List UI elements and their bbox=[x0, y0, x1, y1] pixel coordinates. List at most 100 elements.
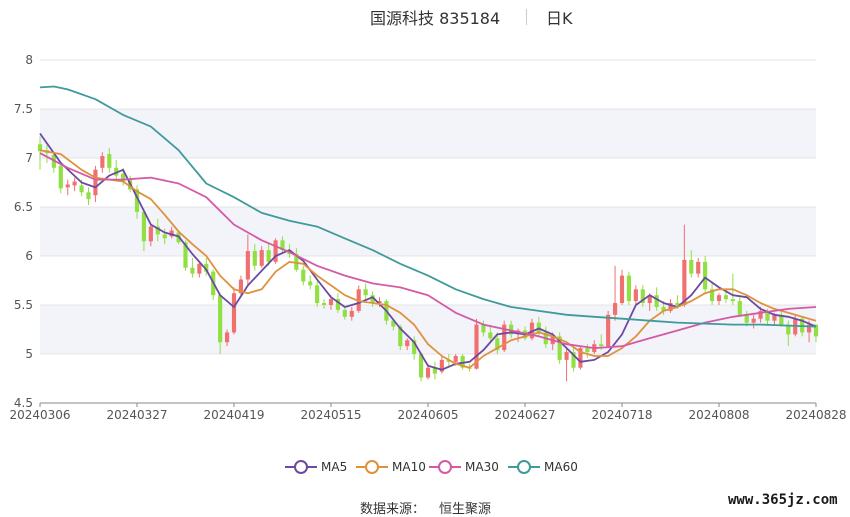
candle-body bbox=[252, 251, 257, 266]
candle-body bbox=[204, 263, 209, 272]
candle-body bbox=[342, 309, 347, 317]
x-tick-label: 20240306 bbox=[9, 408, 70, 422]
x-tick-label: 20240327 bbox=[106, 408, 167, 422]
candle-body bbox=[744, 314, 749, 323]
candle-body bbox=[86, 192, 91, 200]
chart-title: 国源科技 835184 bbox=[370, 9, 501, 28]
legend-marker-icon bbox=[429, 460, 461, 474]
period-label: 日K bbox=[546, 9, 573, 28]
candle-body bbox=[370, 295, 375, 304]
candle-body bbox=[474, 324, 479, 369]
candle-body bbox=[612, 303, 618, 315]
source-name: 恒生聚源 bbox=[439, 502, 492, 517]
candle-body bbox=[723, 295, 729, 300]
candle-body bbox=[169, 230, 174, 237]
candle-body bbox=[696, 261, 701, 274]
legend-item-ma5[interactable]: MA5 bbox=[285, 458, 347, 476]
y-tick-label: 4.5 bbox=[14, 396, 33, 410]
candle-body bbox=[259, 250, 264, 266]
candle-body bbox=[294, 254, 299, 270]
legend-marker-icon bbox=[356, 460, 388, 474]
legend-marker-icon bbox=[285, 460, 317, 474]
candle-body bbox=[779, 314, 784, 325]
candle-body bbox=[134, 189, 140, 212]
candle-body bbox=[758, 310, 763, 319]
x-tick-label: 20240627 bbox=[494, 408, 555, 422]
candle-body bbox=[391, 320, 396, 327]
ma-line-ma60 bbox=[39, 85, 817, 328]
legend-item-ma60[interactable]: MA60 bbox=[508, 458, 578, 476]
candle-body bbox=[245, 251, 250, 280]
candle-body bbox=[121, 173, 126, 182]
candle-body bbox=[363, 289, 368, 296]
ma-line-ma5 bbox=[39, 132, 817, 371]
candle-body bbox=[703, 261, 708, 290]
candle-body bbox=[626, 275, 632, 302]
x-tick-label: 20240718 bbox=[591, 408, 652, 422]
candle-body bbox=[654, 295, 659, 307]
candle-body bbox=[709, 289, 715, 302]
candle-body bbox=[606, 314, 611, 347]
ma-line-ma30 bbox=[39, 152, 817, 349]
candle-body bbox=[273, 240, 278, 262]
candle-body bbox=[716, 295, 722, 302]
candle-body bbox=[65, 184, 70, 188]
candle-body bbox=[751, 318, 756, 323]
candle-body bbox=[79, 185, 84, 193]
candle-body bbox=[356, 289, 361, 311]
candle-body bbox=[772, 314, 777, 321]
candle-body bbox=[162, 234, 167, 239]
candle-body bbox=[619, 275, 625, 304]
candle-body bbox=[197, 263, 202, 274]
candle-body bbox=[509, 324, 514, 335]
candle-body bbox=[37, 144, 43, 152]
candle-body bbox=[813, 324, 819, 337]
candle-body bbox=[502, 324, 507, 351]
candle-body bbox=[349, 310, 354, 317]
candle-body bbox=[412, 340, 417, 354]
source-label: 数据来源： bbox=[360, 502, 426, 517]
y-tick-label: 6 bbox=[25, 249, 33, 263]
y-tick-label: 8 bbox=[25, 53, 33, 67]
chart-header: 国源科技 835184 日K bbox=[0, 5, 850, 29]
candle-body bbox=[578, 348, 583, 368]
candle-body bbox=[141, 211, 147, 242]
background-band bbox=[40, 207, 816, 256]
legend-marker-icon bbox=[508, 460, 540, 474]
x-tick-label: 20240808 bbox=[688, 408, 749, 422]
candle-body bbox=[432, 367, 438, 374]
data-source: 数据来源： 恒生聚源 bbox=[360, 498, 491, 517]
candle-body bbox=[418, 354, 424, 378]
candle-body bbox=[315, 285, 320, 304]
x-tick-label: 20240419 bbox=[203, 408, 264, 422]
candle-body bbox=[460, 355, 465, 368]
candle-body bbox=[786, 324, 791, 335]
candle-body bbox=[536, 322, 541, 333]
ma-line-ma10 bbox=[39, 149, 817, 369]
ma-lines bbox=[39, 85, 817, 371]
candle-body bbox=[155, 226, 160, 235]
legend-label: MA10 bbox=[392, 460, 426, 474]
legend-item-ma30[interactable]: MA30 bbox=[429, 458, 499, 476]
candle-body bbox=[529, 322, 535, 339]
candle-body bbox=[488, 332, 493, 339]
candle-body bbox=[730, 299, 735, 302]
y-tick-label: 7 bbox=[25, 151, 33, 165]
x-tick-label: 20240828 bbox=[785, 408, 846, 422]
candle-body bbox=[675, 303, 680, 305]
title-divider bbox=[526, 9, 527, 25]
candle-body bbox=[405, 340, 410, 347]
candle-body bbox=[238, 279, 244, 294]
background-band bbox=[40, 305, 816, 354]
candle-body bbox=[72, 181, 77, 186]
legend-label: MA60 bbox=[544, 460, 578, 474]
candle-body bbox=[737, 301, 742, 315]
candle-body bbox=[377, 301, 382, 304]
candle-body bbox=[585, 348, 590, 353]
candle-body bbox=[335, 299, 341, 310]
candle-body bbox=[564, 352, 569, 360]
candle-body bbox=[190, 267, 195, 274]
legend-item-ma10[interactable]: MA10 bbox=[356, 458, 426, 476]
candle-body bbox=[321, 303, 327, 305]
